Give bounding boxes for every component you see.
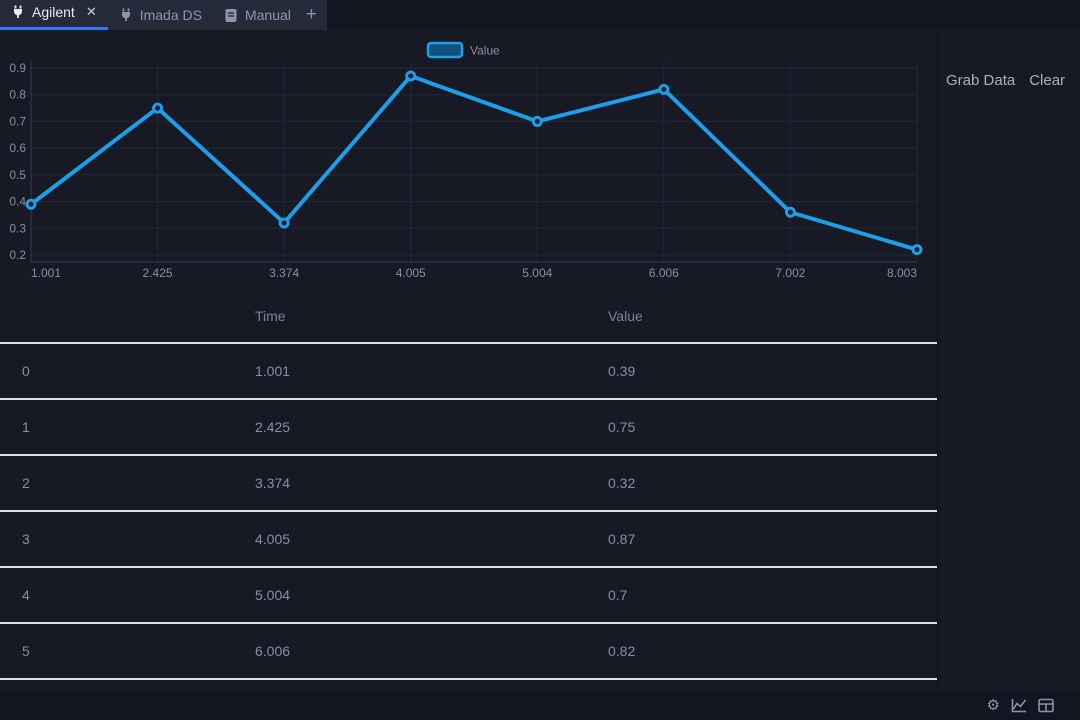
status-bar: ⚙ xyxy=(0,690,1080,720)
table-cell: 2 xyxy=(22,475,30,491)
data-table: Time Value 0 1.001 0.39 1 2.425 0.75 2 3.374 0.32… xyxy=(0,290,937,690)
table-row[interactable]: 4 5.004 0.7 xyxy=(0,566,937,622)
add-tab-button[interactable]: + xyxy=(305,4,317,25)
table-cell: 0.39 xyxy=(608,363,636,379)
line-chart: 0.2 0.3 0.4 0.5 0.6 0.7 0.8 0.9 1.001 2.425 3.374 4… xyxy=(0,30,937,290)
line-chart-icon[interactable] xyxy=(1011,698,1027,713)
table-cell: 4 xyxy=(22,587,30,603)
svg-text:0.2: 0.2 xyxy=(9,248,26,262)
plug-icon xyxy=(11,5,25,19)
tab-agilent[interactable]: Agilent ✕ xyxy=(0,0,108,30)
svg-text:0.4: 0.4 xyxy=(9,195,26,209)
svg-text:0.9: 0.9 xyxy=(9,61,26,75)
svg-text:6.006: 6.006 xyxy=(649,266,679,280)
svg-text:0.6: 0.6 xyxy=(9,141,26,155)
table-cell: 0.7 xyxy=(608,587,628,603)
tab-manual[interactable]: Manual xyxy=(213,0,302,30)
table-body: 0 1.001 0.39 1 2.425 0.75 2 3.374 0.32 3 4.005 0.87… xyxy=(0,342,937,678)
grab-data-button[interactable]: Grab Data xyxy=(946,72,1016,89)
table-icon[interactable] xyxy=(1038,698,1054,713)
svg-text:0.5: 0.5 xyxy=(9,168,26,182)
table-cell: 1.001 xyxy=(255,363,291,379)
table-header: Time Value xyxy=(0,290,937,342)
svg-text:1.001: 1.001 xyxy=(31,266,61,280)
tab-label: Imada DS xyxy=(139,7,202,23)
tab-imada-ds[interactable]: Imada DS xyxy=(108,0,213,30)
tab-label: Manual xyxy=(244,7,291,23)
legend-item-value[interactable]: Value xyxy=(426,41,500,59)
table-cell: 0.87 xyxy=(608,531,636,547)
table-cell: 0.82 xyxy=(608,643,636,659)
table-column-header: Time xyxy=(255,308,286,324)
table-cell: 6.006 xyxy=(255,643,291,659)
table-cell: 0.32 xyxy=(608,475,636,491)
svg-text:0.7: 0.7 xyxy=(9,114,26,128)
svg-text:0.8: 0.8 xyxy=(9,88,26,102)
table-cell: 3 xyxy=(22,531,30,547)
table-cell: 3.374 xyxy=(255,475,291,491)
tab-group: Agilent ✕ Imada DS Manual + xyxy=(0,0,327,30)
book-icon xyxy=(224,8,238,23)
plug-icon xyxy=(119,8,133,22)
close-icon[interactable]: ✕ xyxy=(85,4,97,19)
settings-gear-icon[interactable]: ⚙ xyxy=(986,697,1000,714)
table-row[interactable]: 0 1.001 0.39 xyxy=(0,342,937,398)
svg-text:4.005: 4.005 xyxy=(396,266,426,280)
svg-text:8.003: 8.003 xyxy=(887,266,917,280)
svg-text:Value: Value xyxy=(470,44,500,58)
table-row[interactable]: 5 6.006 0.82 xyxy=(0,622,937,678)
tab-label: Agilent xyxy=(32,4,75,20)
table-cell: 1 xyxy=(22,419,30,435)
table-row[interactable]: 1 2.425 0.75 xyxy=(0,398,937,454)
table-cell: 0.75 xyxy=(608,419,636,435)
svg-text:5.004: 5.004 xyxy=(522,266,552,280)
table-column-header: Value xyxy=(608,308,643,324)
table-row-partial xyxy=(0,678,937,690)
table-row[interactable]: 3 4.005 0.87 xyxy=(0,510,937,566)
side-panel: Grab Data Clear xyxy=(937,30,1080,690)
table-cell: 2.425 xyxy=(255,419,291,435)
chart-table-panel: 0.2 0.3 0.4 0.5 0.6 0.7 0.8 0.9 1.001 2.425 3.374 4… xyxy=(0,30,937,690)
table-row[interactable]: 2 3.374 0.32 xyxy=(0,454,937,510)
table-cell: 5 xyxy=(22,643,30,659)
table-cell: 5.004 xyxy=(255,587,291,603)
table-cell: 4.005 xyxy=(255,531,291,547)
main-area: 0.2 0.3 0.4 0.5 0.6 0.7 0.8 0.9 1.001 2.425 3.374 4… xyxy=(0,30,1080,690)
table-cell: 0 xyxy=(22,363,30,379)
svg-text:3.374: 3.374 xyxy=(269,266,299,280)
clear-button[interactable]: Clear xyxy=(1029,72,1066,89)
tab-bar: Agilent ✕ Imada DS Manual + xyxy=(0,0,1080,30)
svg-text:7.002: 7.002 xyxy=(775,266,805,280)
svg-text:2.425: 2.425 xyxy=(143,266,173,280)
svg-text:0.3: 0.3 xyxy=(9,221,26,235)
